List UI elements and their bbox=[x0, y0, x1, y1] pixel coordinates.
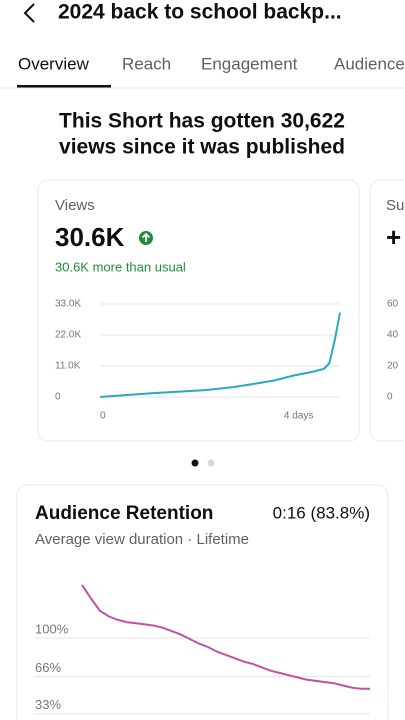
y-tick-label: 0 bbox=[55, 392, 61, 403]
y-tick-label: 22.0K bbox=[55, 330, 81, 341]
page-dot[interactable] bbox=[191, 459, 199, 467]
card-value: 30.6K bbox=[55, 222, 125, 252]
y-tick-label: 60 bbox=[387, 299, 399, 310]
y-tick-label: 66% bbox=[35, 660, 61, 675]
card-value: + bbox=[386, 222, 401, 252]
data-line bbox=[99, 312, 341, 398]
tab[interactable]: Engagement bbox=[201, 54, 298, 73]
y-tick-label: 40 bbox=[387, 330, 399, 341]
y-tick-label: 0 bbox=[387, 392, 393, 403]
views-card[interactable] bbox=[37, 179, 360, 442]
y-tick-label: 33% bbox=[35, 697, 61, 712]
retention-card[interactable] bbox=[16, 484, 389, 720]
card-note: 30.6K more than usual bbox=[55, 259, 186, 274]
y-tick-label: 11.0K bbox=[55, 361, 81, 372]
card-value: 0:16 (83.8%) bbox=[273, 503, 370, 522]
card-label: Su bbox=[386, 197, 404, 214]
video-title: 2024 back to school backp... bbox=[58, 1, 342, 24]
card-subtitle: Average view duration · Lifetime bbox=[35, 531, 249, 548]
back-arrow[interactable] bbox=[23, 3, 35, 23]
tab-underline bbox=[17, 85, 111, 88]
tab[interactable]: Reach bbox=[122, 54, 171, 73]
tab[interactable]: Audience bbox=[334, 54, 405, 73]
next-card[interactable] bbox=[369, 179, 405, 442]
tabs: Overview Reach Engagement Audience bbox=[18, 54, 405, 73]
y-tick-label: 20 bbox=[387, 361, 399, 372]
up-arrow bbox=[141, 232, 151, 242]
page-dot[interactable] bbox=[207, 459, 215, 467]
retention-chart: 100% 66% 33% bbox=[35, 584, 370, 715]
next-ticks: 60 40 20 0 bbox=[387, 299, 399, 403]
x-tick-label: 4 days bbox=[284, 411, 313, 422]
y-tick-label: 33.0K bbox=[55, 299, 81, 310]
data-line bbox=[81, 584, 370, 690]
card-label: Views bbox=[55, 197, 95, 214]
headline: This Short has gotten 30,622 bbox=[59, 110, 345, 133]
headline: views since it was published bbox=[59, 136, 345, 159]
x-tick-label: 0 bbox=[100, 411, 106, 422]
card-title: Audience Retention bbox=[35, 503, 213, 524]
views-chart: 0 11.0K 22.0K 33.0K 0 4 days bbox=[55, 299, 341, 422]
tab[interactable]: Overview bbox=[18, 54, 90, 73]
y-tick-label: 100% bbox=[35, 621, 69, 636]
